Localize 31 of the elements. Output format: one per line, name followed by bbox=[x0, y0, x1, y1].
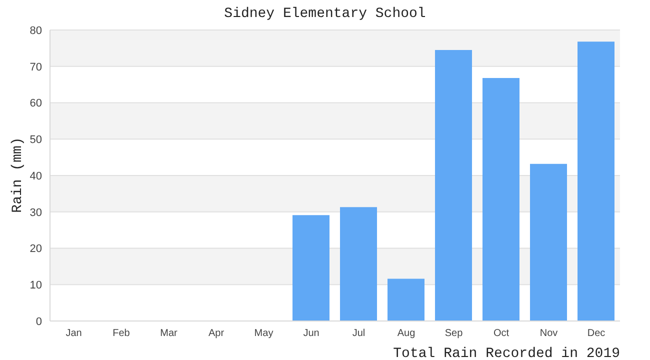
x-tick-label: Jan bbox=[66, 328, 82, 340]
y-tick-label: 60 bbox=[30, 98, 42, 110]
y-tick-label: 0 bbox=[36, 316, 42, 328]
x-tick-label: Nov bbox=[540, 328, 558, 340]
x-tick-label: Apr bbox=[208, 328, 225, 340]
x-tick-label: Jun bbox=[303, 328, 320, 340]
x-tick-label: Oct bbox=[493, 328, 510, 340]
bar bbox=[340, 207, 377, 321]
y-tick-label: 30 bbox=[30, 206, 42, 219]
chart-title: Sidney Elementary School bbox=[223, 6, 427, 22]
bar bbox=[482, 78, 520, 321]
x-tick-label: Mar bbox=[160, 328, 178, 340]
bar bbox=[435, 50, 472, 321]
x-tick-label: Jul bbox=[352, 328, 366, 340]
y-tick-label: 20 bbox=[30, 243, 42, 256]
bar bbox=[578, 42, 614, 321]
y-tick-label: 10 bbox=[30, 280, 42, 292]
bar bbox=[388, 278, 424, 321]
bar bbox=[292, 215, 330, 321]
y-tick-label: 80 bbox=[30, 24, 42, 37]
x-tick-label: Sep bbox=[444, 328, 464, 340]
y-tick-label: 40 bbox=[30, 170, 42, 182]
bar bbox=[530, 164, 567, 321]
x-tick-label: May bbox=[254, 328, 274, 340]
y-axis-title: Rain (mm) bbox=[10, 137, 26, 213]
x-tick-label: Dec bbox=[587, 328, 606, 340]
y-tick-label: 50 bbox=[30, 134, 42, 146]
y-tick-label: 70 bbox=[30, 61, 42, 74]
x-tick-label: Feb bbox=[112, 328, 130, 340]
x-axis-title: Total Rain Recorded in 2019 bbox=[393, 346, 620, 360]
x-tick-label: Aug bbox=[397, 328, 416, 340]
